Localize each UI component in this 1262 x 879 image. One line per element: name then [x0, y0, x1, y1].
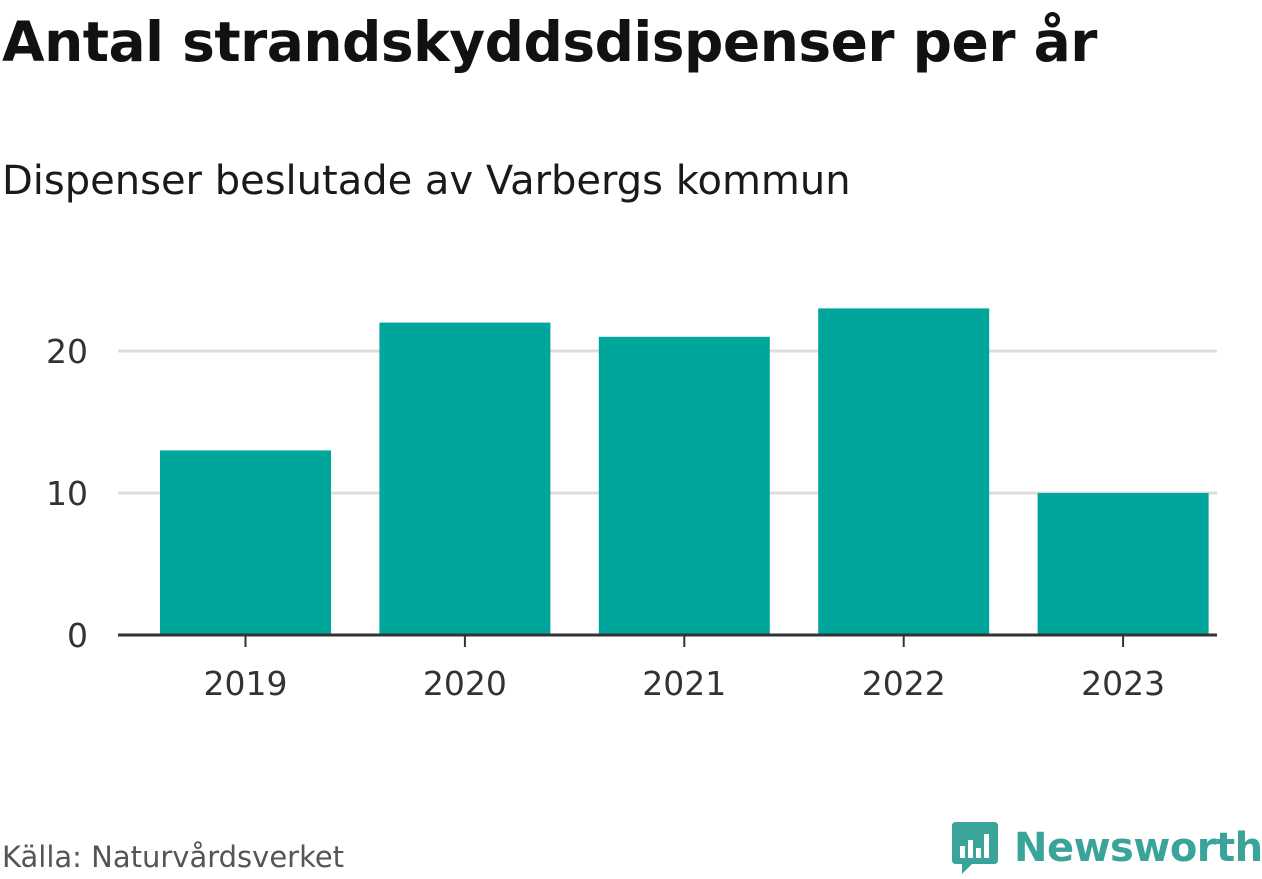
x-tick-label-2021: 2021: [642, 664, 726, 703]
newsworthy-logo: Newsworthy: [950, 818, 1262, 878]
x-tick-label-2019: 2019: [204, 664, 288, 703]
chart-title: Antal strandskyddsdispenser per år: [2, 10, 1097, 74]
bar-2021: [598, 336, 770, 635]
chart-subtitle: Dispenser beslutade av Varbergs kommun: [2, 158, 851, 204]
axes: 0 10 20 2019 2020 2021 2022 2023: [46, 332, 1217, 703]
bar-chart: 0 10 20 2019 2020 2021 2022 2023: [46, 308, 1217, 703]
y-tick-label-0: 0: [67, 616, 88, 655]
x-tick-label-2020: 2020: [423, 664, 507, 703]
y-tick-label-20: 20: [46, 332, 88, 371]
bar-2020: [379, 322, 551, 635]
x-tick-label-2022: 2022: [862, 664, 946, 703]
bars: [160, 308, 1209, 635]
bar-2022: [818, 308, 990, 635]
x-tick-label-2023: 2023: [1081, 664, 1165, 703]
source-note: Källa: Naturvårdsverket: [2, 840, 345, 874]
speech-bubble-chart-icon: [952, 822, 998, 874]
y-tick-label-10: 10: [46, 474, 88, 513]
bar-2023: [1037, 493, 1209, 635]
bar-2019: [160, 450, 331, 635]
brand-name: Newsworthy: [1014, 825, 1262, 871]
